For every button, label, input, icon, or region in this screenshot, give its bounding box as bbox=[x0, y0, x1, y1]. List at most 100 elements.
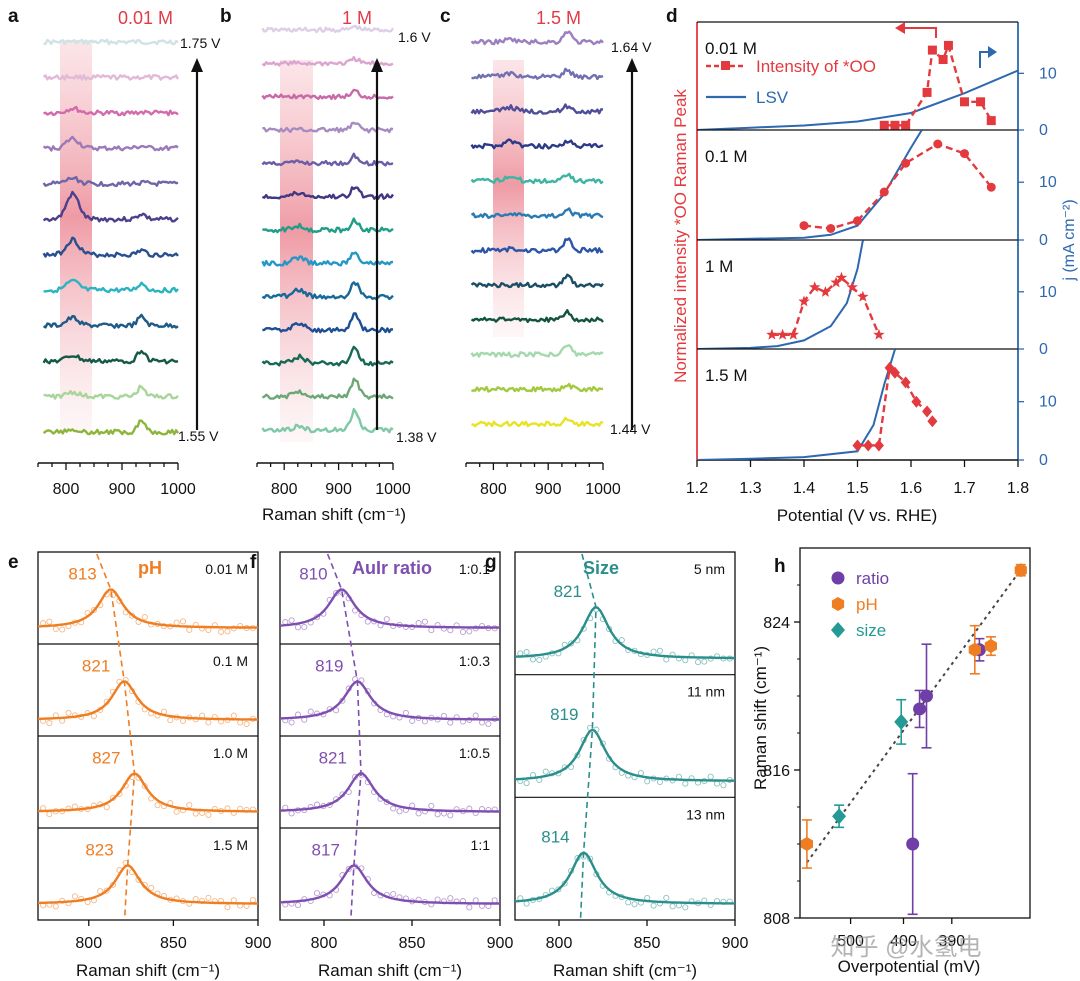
data-point bbox=[694, 659, 702, 666]
data-point bbox=[288, 810, 295, 817]
data-point bbox=[707, 773, 714, 780]
x-tick-label: 800 bbox=[480, 481, 507, 498]
peak-value-label: 821 bbox=[82, 656, 110, 675]
data-point bbox=[186, 801, 193, 809]
data-point bbox=[409, 717, 416, 724]
spectrum-line bbox=[261, 377, 394, 400]
data-point-ratio bbox=[913, 702, 927, 716]
x-tick-label: 900 bbox=[535, 481, 562, 498]
raman-point bbox=[799, 221, 809, 231]
row-label: 5 nm bbox=[694, 561, 725, 577]
peak-value-label: 817 bbox=[312, 840, 340, 859]
data-point-size bbox=[894, 713, 909, 730]
panel-letter: b bbox=[220, 6, 232, 27]
data-point bbox=[472, 712, 479, 719]
spectrum-line bbox=[262, 217, 394, 234]
data-point-size bbox=[832, 808, 847, 825]
peak-highlight-band bbox=[60, 40, 92, 432]
data-point bbox=[294, 624, 302, 631]
fit-curve bbox=[514, 606, 735, 660]
fit-curve bbox=[37, 864, 258, 905]
x-tick-label: 800 bbox=[53, 481, 80, 498]
data-point bbox=[650, 902, 657, 909]
spectrum-line bbox=[42, 135, 179, 152]
top-potential-label: 1.6 V bbox=[398, 29, 431, 45]
x-tick-label: 400 bbox=[890, 933, 917, 950]
raman-point bbox=[960, 149, 969, 159]
spectrum-line bbox=[471, 67, 604, 81]
subpanel-plot-1 bbox=[697, 130, 996, 240]
data-point bbox=[288, 719, 295, 726]
data-point bbox=[65, 709, 72, 716]
panel-letter: g bbox=[485, 552, 497, 573]
data-point bbox=[428, 802, 435, 809]
arrow-head bbox=[626, 58, 638, 72]
x-tick-label: 800 bbox=[271, 481, 298, 498]
panel-title: AuIr ratio bbox=[352, 558, 432, 578]
raman-point bbox=[901, 120, 911, 130]
y-tick-label: 816 bbox=[763, 763, 790, 780]
legend-raman-marker bbox=[721, 61, 730, 70]
lsv-curve bbox=[697, 240, 864, 349]
data-point bbox=[542, 768, 549, 775]
data-point bbox=[205, 894, 212, 901]
x-tick-label: 1.7 bbox=[953, 480, 975, 497]
spectrum-line bbox=[471, 416, 604, 428]
top-potential-label: 1.75 V bbox=[180, 35, 221, 51]
x-tick-label: 500 bbox=[837, 933, 864, 950]
data-point bbox=[434, 811, 441, 818]
raman-point bbox=[889, 366, 900, 379]
data-point bbox=[52, 625, 59, 633]
data-point bbox=[345, 866, 352, 873]
panel-letter: a bbox=[8, 6, 19, 27]
data-point-pH bbox=[1014, 563, 1027, 578]
data-point bbox=[46, 811, 53, 818]
raman-point bbox=[922, 405, 933, 418]
data-point bbox=[243, 806, 250, 813]
x-axis-label: Overpotential (mV) bbox=[838, 957, 981, 976]
peak-shift-guide bbox=[326, 553, 362, 919]
x-tick-label: 1.4 bbox=[793, 480, 815, 497]
data-point bbox=[230, 712, 237, 719]
raman-point bbox=[846, 281, 858, 293]
row-label: 1:1 bbox=[471, 837, 491, 853]
data-point bbox=[103, 804, 110, 811]
y-axis-label: Raman shift (cm⁻¹) bbox=[751, 646, 770, 790]
right-axis-pointer-head bbox=[988, 46, 997, 58]
data-point bbox=[656, 647, 663, 654]
legend-label: size bbox=[856, 621, 886, 640]
data-point bbox=[618, 637, 625, 644]
legend-label: pH bbox=[856, 595, 878, 614]
panel-letter: e bbox=[8, 552, 19, 573]
peak-shift-guide bbox=[96, 553, 136, 919]
data-point bbox=[179, 717, 187, 724]
x-axis-label: Raman shift (cm⁻¹) bbox=[76, 961, 220, 980]
row-label: 1:0.5 bbox=[459, 745, 490, 761]
top-potential-label: 1.64 V bbox=[611, 39, 652, 55]
x-axis-label-abc: Raman shift (cm⁻¹) bbox=[262, 505, 406, 524]
data-point bbox=[663, 894, 670, 901]
data-point bbox=[307, 708, 314, 715]
raman-point bbox=[809, 281, 821, 293]
bottom-potential-label: 1.55 V bbox=[178, 428, 219, 444]
spectrum-line bbox=[261, 345, 394, 367]
spectrum-line bbox=[42, 74, 180, 81]
fit-curve bbox=[37, 588, 258, 629]
legend-lsv-label: LSV bbox=[756, 88, 789, 107]
data-point-pH bbox=[800, 837, 813, 851]
raman-point bbox=[986, 182, 996, 192]
raman-point bbox=[853, 216, 862, 226]
panel-h: h 808 816 824 500 400 390 Overpotential (mV) Ram… bbox=[751, 547, 1031, 976]
data-point bbox=[529, 656, 537, 663]
concentration-label: 1.5 M bbox=[536, 8, 581, 28]
spectrum-line bbox=[43, 105, 179, 117]
panel-title: Size bbox=[583, 558, 619, 578]
row-label: 0.1 M bbox=[213, 653, 248, 669]
peak-value-label: 813 bbox=[68, 564, 96, 583]
raman-intensity-curve bbox=[884, 41, 993, 127]
data-point bbox=[663, 656, 670, 663]
spectrum-line bbox=[43, 38, 179, 46]
data-point bbox=[333, 590, 340, 597]
spectrum-line bbox=[262, 121, 394, 134]
